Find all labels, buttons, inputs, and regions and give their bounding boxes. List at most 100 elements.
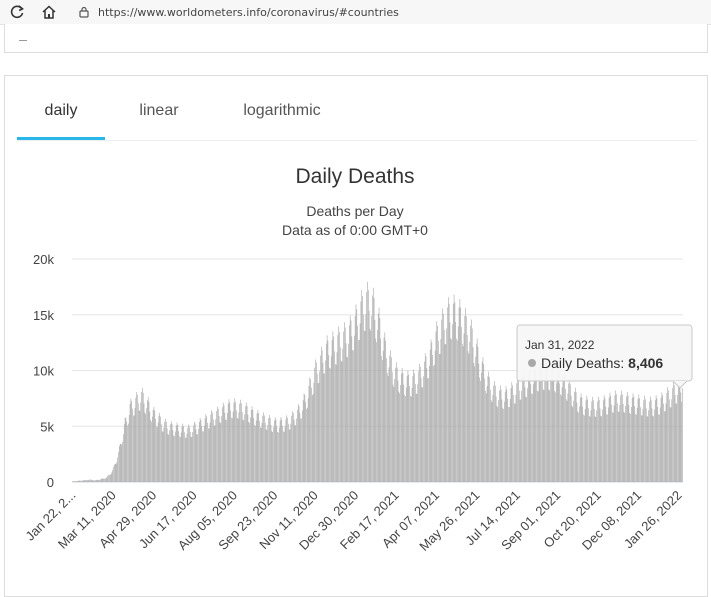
bar[interactable] <box>261 422 263 482</box>
bar[interactable] <box>404 394 405 482</box>
bar[interactable] <box>389 355 391 482</box>
bar[interactable] <box>273 427 274 482</box>
bar[interactable] <box>433 365 434 482</box>
bar[interactable] <box>188 424 189 482</box>
bar[interactable] <box>439 353 441 482</box>
bar[interactable] <box>472 347 474 482</box>
bar[interactable] <box>124 417 126 482</box>
bar[interactable] <box>95 479 97 482</box>
bar[interactable] <box>113 466 114 482</box>
bar[interactable] <box>361 289 363 482</box>
bar[interactable] <box>612 412 613 482</box>
bar[interactable] <box>134 407 136 482</box>
bar[interactable] <box>680 392 682 483</box>
bar[interactable] <box>465 308 466 482</box>
bar[interactable] <box>157 422 159 482</box>
bar[interactable] <box>86 480 87 482</box>
bar[interactable] <box>237 418 239 482</box>
bar[interactable] <box>604 398 606 482</box>
bar[interactable] <box>571 405 573 482</box>
bar[interactable] <box>296 418 297 482</box>
bar[interactable] <box>245 402 247 482</box>
bar[interactable] <box>75 481 76 482</box>
bar[interactable] <box>655 395 657 482</box>
bar[interactable] <box>138 410 140 482</box>
bar[interactable] <box>605 406 607 482</box>
bar[interactable] <box>147 397 149 482</box>
bar[interactable] <box>503 408 504 482</box>
bar[interactable] <box>668 390 669 482</box>
bar[interactable] <box>311 387 312 482</box>
bar[interactable] <box>478 363 480 483</box>
bar[interactable] <box>130 398 132 483</box>
bar[interactable] <box>574 391 575 482</box>
bar[interactable] <box>284 426 286 482</box>
bar[interactable] <box>175 431 176 482</box>
bar[interactable] <box>630 413 631 482</box>
bar[interactable] <box>133 415 135 483</box>
bar[interactable] <box>289 429 291 482</box>
bar[interactable] <box>381 356 382 482</box>
bar[interactable] <box>198 429 199 482</box>
bar[interactable] <box>382 360 383 482</box>
bar[interactable] <box>554 391 555 482</box>
bar[interactable] <box>315 359 316 482</box>
bar[interactable] <box>250 417 251 482</box>
bar[interactable] <box>191 436 193 482</box>
bar[interactable] <box>415 384 416 482</box>
bar[interactable] <box>529 373 531 482</box>
bar[interactable] <box>643 400 645 482</box>
bar[interactable] <box>149 411 151 482</box>
bar[interactable] <box>517 377 518 482</box>
bar[interactable] <box>252 409 254 482</box>
bar[interactable] <box>564 376 565 482</box>
bar[interactable] <box>570 384 571 482</box>
bar[interactable] <box>421 387 423 482</box>
bar[interactable] <box>412 376 414 482</box>
bar[interactable] <box>372 287 374 482</box>
bar[interactable] <box>556 371 558 482</box>
bar[interactable] <box>646 415 648 482</box>
bar[interactable] <box>322 362 324 482</box>
bar[interactable] <box>493 385 494 482</box>
bar[interactable] <box>318 382 320 482</box>
bar[interactable] <box>162 432 164 482</box>
bar[interactable] <box>427 378 429 482</box>
bar[interactable] <box>438 353 440 482</box>
bar[interactable] <box>546 366 548 482</box>
bar[interactable] <box>455 321 457 482</box>
bar[interactable] <box>110 473 112 482</box>
bar[interactable] <box>197 434 198 482</box>
bar[interactable] <box>383 337 385 482</box>
bar[interactable] <box>431 342 433 482</box>
bar[interactable] <box>422 387 424 482</box>
bar[interactable] <box>601 416 602 482</box>
bar[interactable] <box>504 391 506 482</box>
bar[interactable] <box>349 325 350 482</box>
bar[interactable] <box>504 401 505 482</box>
bar[interactable] <box>497 407 499 482</box>
bar[interactable] <box>368 310 370 482</box>
bar[interactable] <box>183 426 184 482</box>
bar[interactable] <box>87 480 89 482</box>
bar[interactable] <box>233 402 235 482</box>
bar[interactable] <box>260 427 261 482</box>
bar[interactable] <box>321 346 322 482</box>
bar[interactable] <box>542 378 543 482</box>
bar[interactable] <box>355 304 357 482</box>
bar[interactable] <box>185 438 187 482</box>
bar[interactable] <box>279 420 281 482</box>
bar[interactable] <box>193 425 194 482</box>
bar[interactable] <box>219 422 221 482</box>
bar[interactable] <box>207 422 208 482</box>
bar[interactable] <box>473 363 475 482</box>
bar[interactable] <box>384 332 386 482</box>
bar[interactable] <box>349 315 351 482</box>
bar[interactable] <box>244 414 245 482</box>
bar[interactable] <box>278 427 280 482</box>
bar[interactable] <box>115 463 117 482</box>
bar[interactable] <box>168 434 170 482</box>
bar[interactable] <box>172 430 174 482</box>
bar[interactable] <box>681 401 682 482</box>
bar[interactable] <box>611 404 612 482</box>
